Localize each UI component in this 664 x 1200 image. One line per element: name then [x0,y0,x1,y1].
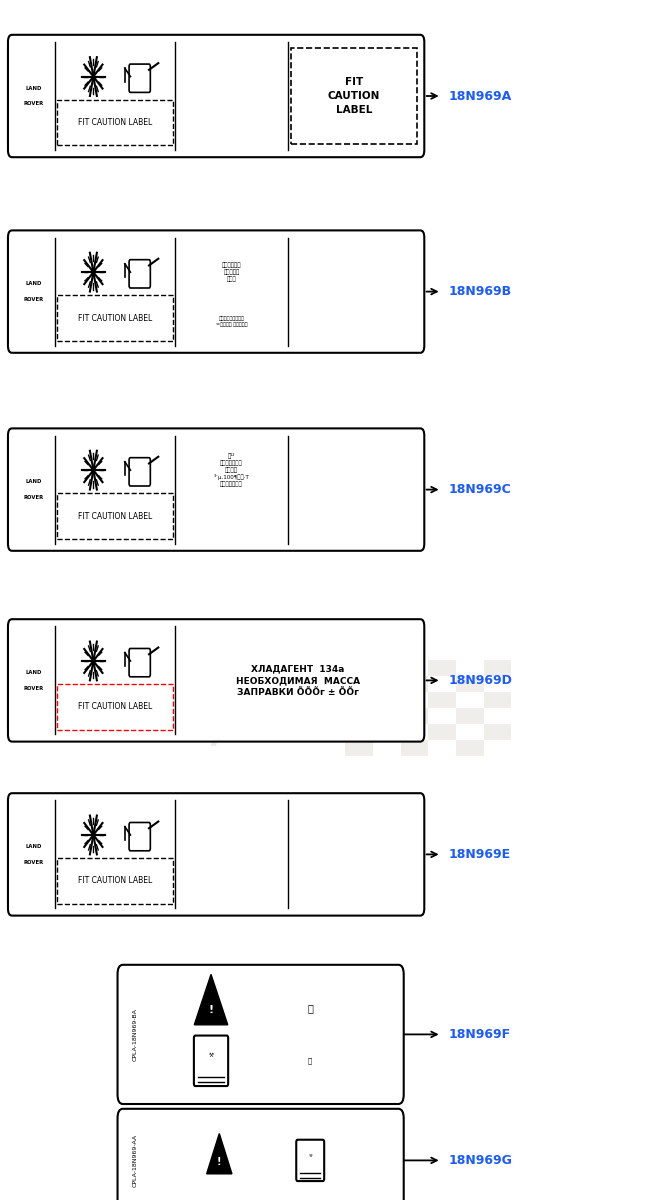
Bar [58,493,173,539]
Text: ROVER: ROVER [23,298,44,302]
FancyBboxPatch shape [8,793,424,916]
Text: 冷媒大气放出
禁止・外气
要義収: 冷媒大气放出 禁止・外气 要義収 [222,263,241,282]
Text: 18N969F: 18N969F [448,1028,511,1040]
Bar [345,708,373,724]
FancyBboxPatch shape [194,1036,228,1086]
Text: 18N969D: 18N969D [448,674,512,686]
FancyBboxPatch shape [129,64,150,92]
Text: FIT CAUTION LABEL: FIT CAUTION LABEL [78,511,152,521]
Bar [400,676,428,692]
FancyBboxPatch shape [8,428,424,551]
FancyBboxPatch shape [296,1140,324,1181]
Bar [345,740,373,756]
Bar [428,724,456,740]
FancyBboxPatch shape [118,965,404,1104]
Text: ХЛАДАГЕНТ  134а
НЕОБХОДИМАЯ  МАССА
ЗАПРАВКИ ÕÕÕг ± ÕÕг: ХЛАДАГЕНТ 134а НЕОБХОДИМАЯ МАССА ЗАПРАВК… [236,664,360,697]
Text: FIT CAUTION LABEL: FIT CAUTION LABEL [78,313,152,323]
Bar [58,858,173,904]
Text: チェーン・ランドロ
=ーバー・ ジャパン販: チェーン・ランドロ =ーバー・ ジャパン販 [216,317,247,328]
Bar [428,660,456,676]
Bar [456,740,483,756]
Polygon shape [207,1134,232,1174]
Text: LAND: LAND [25,281,42,286]
FancyBboxPatch shape [129,822,150,851]
FancyBboxPatch shape [8,35,424,157]
Text: 🔥: 🔥 [307,1003,313,1013]
Text: LAND: LAND [25,844,42,848]
Text: FIT CAUTION LABEL: FIT CAUTION LABEL [78,118,152,127]
Text: !: ! [217,1157,222,1166]
FancyBboxPatch shape [291,48,417,144]
Text: LAND: LAND [25,479,42,484]
Text: ⚒: ⚒ [308,1154,312,1158]
Text: 18N969G: 18N969G [448,1154,512,1166]
Bar [373,660,400,676]
Text: car  parts: car parts [137,718,301,746]
Bar [345,676,373,692]
FancyBboxPatch shape [129,457,150,486]
Bar [58,684,173,730]
Text: 18N969A: 18N969A [448,90,511,102]
Bar [400,740,428,756]
Text: 18N969C: 18N969C [448,484,511,496]
Bar [400,708,428,724]
Bar [483,724,511,740]
Text: 18N969E: 18N969E [448,848,511,860]
Text: oodena: oodena [78,673,321,731]
Text: ROVER: ROVER [23,860,44,865]
Text: ROVER: ROVER [23,686,44,691]
Text: CPLA-18N969-AA: CPLA-18N969-AA [132,1134,137,1187]
FancyBboxPatch shape [129,648,150,677]
Text: FIT
CAUTION
LABEL: FIT CAUTION LABEL [328,77,380,115]
Text: FIT CAUTION LABEL: FIT CAUTION LABEL [78,702,152,712]
Text: LAND: LAND [25,670,42,674]
Bar [456,708,483,724]
Bar [456,676,483,692]
Text: ROVER: ROVER [23,496,44,500]
FancyBboxPatch shape [129,259,150,288]
Text: ROVER: ROVER [23,102,44,107]
Bar [373,692,400,708]
Text: 18N969B: 18N969B [448,286,511,298]
Text: LAND: LAND [25,85,42,90]
FancyBboxPatch shape [118,1109,404,1200]
Text: 🛠: 🛠 [308,1057,312,1064]
Bar [373,724,400,740]
Text: 冷¹²
地球温化大指在
地力・地
³´µ.100¶地氣·T
地球冷媒地山ど: 冷¹² 地球温化大指在 地力・地 ³´µ.100¶地氣·T 地球冷媒地山ど [214,452,249,487]
Bar [58,295,173,341]
FancyBboxPatch shape [8,230,424,353]
Text: !: ! [208,1004,214,1015]
Polygon shape [195,974,228,1025]
Bar [428,692,456,708]
Text: FIT CAUTION LABEL: FIT CAUTION LABEL [78,876,152,886]
Text: ⚒: ⚒ [208,1052,213,1057]
Bar [58,100,173,145]
Bar [483,692,511,708]
Bar [483,660,511,676]
FancyBboxPatch shape [8,619,424,742]
Text: CPLA-18N969-BA: CPLA-18N969-BA [132,1008,137,1061]
